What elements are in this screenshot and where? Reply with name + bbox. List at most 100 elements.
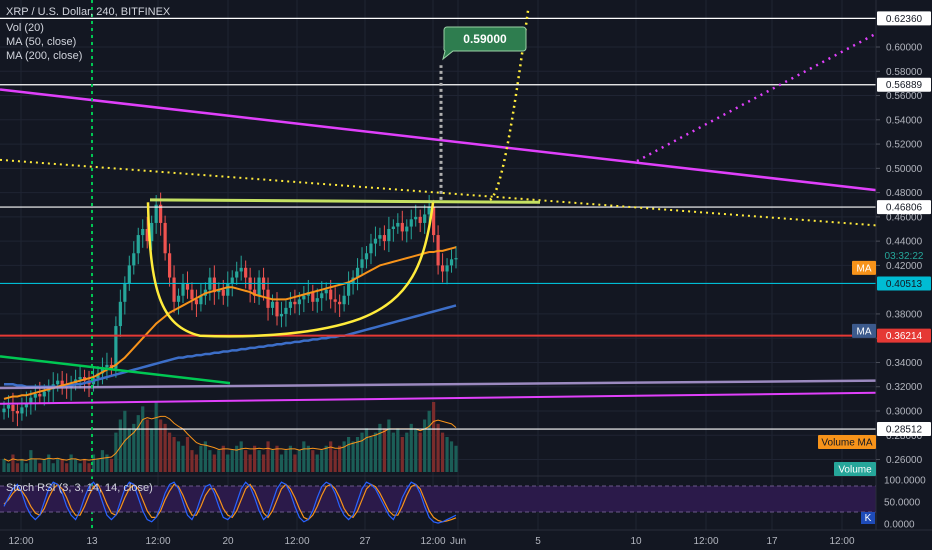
candle-body bbox=[333, 299, 337, 302]
volume-bar bbox=[6, 463, 11, 472]
price-tick-label: 0.30000 bbox=[886, 407, 923, 418]
ma200-indicator-label[interactable]: MA (200, close) bbox=[6, 50, 83, 62]
magenta-trendline-lower bbox=[0, 391, 877, 405]
chart-grid bbox=[0, 0, 876, 530]
candle-body bbox=[253, 289, 257, 296]
candle-body bbox=[114, 326, 118, 369]
volume-bar bbox=[38, 463, 42, 472]
time-tick-label: 20 bbox=[222, 536, 234, 547]
candle-body bbox=[6, 404, 11, 409]
volume-bar bbox=[423, 419, 427, 472]
volume-bar bbox=[378, 423, 382, 472]
volume-bar bbox=[78, 463, 82, 472]
price-tag-bg bbox=[877, 276, 931, 291]
rsi-tick-label: 50.0000 bbox=[884, 498, 921, 509]
candle-body bbox=[423, 214, 427, 223]
ma50-indicator-label[interactable]: MA (50, close) bbox=[6, 36, 77, 48]
candle-body bbox=[78, 377, 82, 380]
volume-bar bbox=[150, 428, 154, 472]
target-callout-text: 0.59000 bbox=[463, 32, 507, 46]
candle-body bbox=[405, 226, 409, 232]
volume-bar bbox=[244, 450, 248, 472]
volume-bar bbox=[105, 454, 109, 472]
candle-body bbox=[432, 207, 436, 236]
candle-body bbox=[190, 289, 194, 300]
volume-bar bbox=[141, 406, 145, 472]
volume-bar bbox=[185, 437, 190, 472]
volume-bar bbox=[29, 450, 33, 472]
candle-body bbox=[355, 267, 360, 278]
volume-bar bbox=[82, 458, 87, 472]
volume-bar bbox=[136, 415, 140, 472]
candle-body bbox=[132, 253, 136, 266]
volume-bar bbox=[346, 437, 351, 472]
volume-bar bbox=[338, 445, 342, 472]
time-axis[interactable]: 12:00 13 12:00 20 12:00 27 12:00 Jun 5 10 12:00 17 1… bbox=[0, 529, 932, 550]
price-tick-label: 0.32000 bbox=[886, 382, 923, 393]
time-tick-label: Jun bbox=[450, 536, 466, 547]
green-trendline bbox=[0, 355, 231, 385]
volume-bar bbox=[351, 441, 355, 472]
candle-body bbox=[159, 204, 163, 223]
candle-body bbox=[194, 299, 199, 305]
price-tick-label: 0.48000 bbox=[886, 188, 923, 199]
candle-body bbox=[382, 235, 386, 242]
candle-body bbox=[230, 277, 234, 284]
volume-bar bbox=[2, 458, 6, 472]
candle-body bbox=[167, 253, 172, 278]
volume-bar bbox=[440, 432, 445, 472]
volume-bar bbox=[373, 432, 378, 472]
candle-body bbox=[185, 283, 190, 290]
price-tag-bg bbox=[877, 422, 931, 437]
volume-bar bbox=[405, 432, 409, 472]
volume-bar bbox=[132, 423, 136, 472]
price-tag-label: 0.40513 bbox=[886, 279, 923, 290]
volume-bar bbox=[418, 432, 422, 472]
candle-body bbox=[400, 222, 404, 232]
candle-body bbox=[427, 207, 431, 215]
volume-bar bbox=[15, 463, 20, 472]
volume-bar bbox=[127, 428, 131, 472]
candle-body bbox=[396, 222, 400, 227]
price-tag-label: MA bbox=[857, 263, 872, 274]
volume-bar bbox=[279, 454, 284, 472]
candle-body bbox=[239, 267, 243, 272]
candle-body bbox=[47, 389, 51, 392]
volume-bar bbox=[342, 441, 346, 472]
volume-bar bbox=[329, 441, 333, 472]
volume-bar bbox=[51, 463, 55, 472]
stoch-k-line bbox=[3, 481, 457, 524]
candle-body bbox=[288, 301, 293, 308]
time-tick-label: 5 bbox=[535, 536, 541, 547]
price-axis[interactable]: 0.60000 0.58000 0.56000 0.54000 0.52000 0.500… bbox=[818, 0, 932, 531]
price-tick-label: 0.44000 bbox=[886, 237, 923, 248]
volume-bar bbox=[445, 437, 449, 472]
volume-bar bbox=[436, 423, 440, 472]
price-tag-label: 0.36214 bbox=[886, 331, 923, 342]
volume-bar bbox=[432, 402, 436, 472]
symbol-title[interactable]: XRP / U.S. Dollar, 240, BITFINEX bbox=[6, 6, 171, 18]
volume-bar bbox=[47, 454, 51, 472]
volume-bar bbox=[239, 441, 243, 472]
candle-body bbox=[342, 295, 346, 305]
price-tick-label: 0.38000 bbox=[886, 309, 923, 320]
time-tick-label: 12:00 bbox=[145, 536, 170, 547]
vol-indicator-label[interactable]: Vol (20) bbox=[6, 22, 44, 34]
price-tag-label: 0.62360 bbox=[886, 14, 923, 25]
candle-body bbox=[445, 265, 449, 272]
volume-bar bbox=[208, 450, 212, 472]
volume-bar bbox=[56, 458, 60, 472]
price-tag-bg bbox=[877, 200, 931, 215]
candle-body bbox=[100, 367, 105, 374]
price-tag-label: Volume bbox=[838, 465, 872, 476]
volume-bar bbox=[154, 402, 158, 472]
volume-bar bbox=[391, 432, 395, 472]
stoch-rsi-label[interactable]: Stoch RSI (3, 3, 14, 14, close) bbox=[6, 482, 153, 494]
volume-bar bbox=[270, 450, 275, 472]
price-tick-label: 0.58000 bbox=[886, 67, 923, 78]
price-tag-label: 0.28512 bbox=[886, 425, 923, 436]
candle-body bbox=[293, 301, 297, 305]
volume-bar bbox=[217, 450, 221, 472]
candle-body bbox=[118, 301, 122, 327]
